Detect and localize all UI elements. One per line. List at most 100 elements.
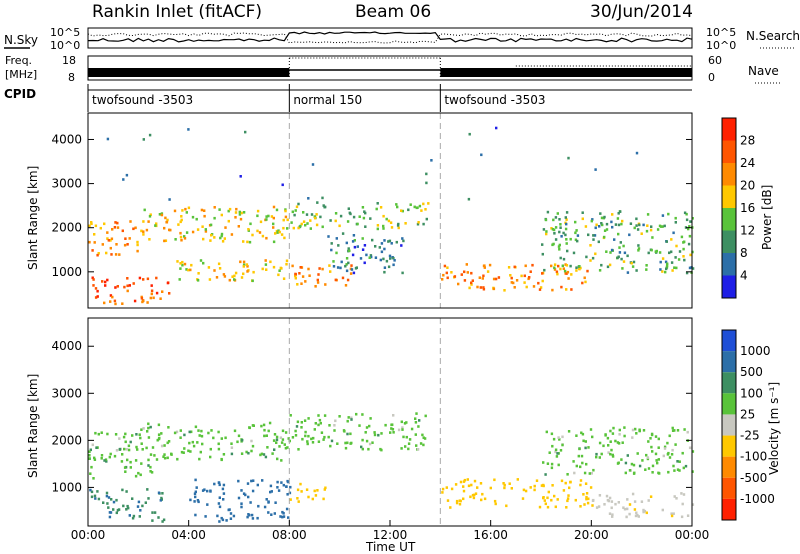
heatmap-cell [339, 214, 343, 218]
heatmap-cell [614, 223, 618, 226]
heatmap-cell [637, 249, 640, 252]
heatmap-cell [691, 503, 695, 506]
nave-line [288, 57, 692, 78]
heatmap-cell [479, 482, 483, 485]
heatmap-cell [178, 278, 181, 281]
heatmap-cell [642, 223, 645, 227]
heatmap-cell [579, 479, 583, 482]
heatmap-cell [310, 437, 313, 441]
heatmap-cell [379, 206, 383, 209]
heatmap-cell [294, 272, 297, 276]
heatmap-cell [349, 212, 352, 216]
heatmap-cell [145, 228, 149, 232]
heatmap-cell [187, 206, 191, 210]
heatmap-cell [691, 470, 694, 473]
heatmap-cell [189, 450, 192, 453]
heatmap-cell [88, 224, 91, 228]
heatmap-cell [347, 416, 350, 419]
heatmap-cell [222, 453, 226, 456]
heatmap-cell [462, 489, 466, 493]
heatmap-cell [392, 414, 395, 417]
heatmap-cell [150, 284, 153, 287]
heatmap-cell [300, 490, 303, 493]
heatmap-cell [671, 426, 674, 430]
date-label: 30/Jun/2014 [590, 2, 693, 22]
heatmap-cell [306, 442, 309, 446]
heatmap-cell [199, 259, 203, 262]
heatmap-cell [346, 432, 349, 436]
heatmap-cell [282, 226, 285, 230]
heatmap-cell [230, 446, 234, 449]
heatmap-cell [262, 423, 266, 427]
heatmap-cell [316, 489, 319, 492]
heatmap-cell [217, 502, 221, 505]
heatmap-cell [209, 239, 212, 242]
heatmap-cell [330, 242, 333, 245]
heatmap-cell [554, 448, 558, 452]
heatmap-cell [265, 236, 268, 240]
heatmap-cell [277, 489, 281, 492]
heatmap-cell [405, 435, 408, 439]
heatmap-cell [606, 498, 610, 502]
heatmap-cell [544, 218, 548, 222]
colorbar-tick-label: 8 [740, 246, 748, 260]
heatmap-cell [141, 300, 144, 304]
heatmap-cell [91, 249, 94, 252]
heatmap-cell [675, 266, 678, 270]
heatmap-cell [88, 240, 91, 244]
heatmap-cell [102, 501, 105, 504]
heatmap-cell [155, 458, 159, 461]
heatmap-cell [116, 221, 119, 225]
heatmap-cell [157, 491, 161, 495]
heatmap-cell [138, 515, 141, 518]
heatmap-cell [238, 213, 242, 216]
heatmap-cell [667, 470, 670, 474]
heatmap-cell [245, 450, 248, 454]
heatmap-cell [305, 488, 309, 491]
heatmap-cell [450, 487, 454, 491]
heatmap-cell [124, 440, 127, 444]
heatmap-cell [126, 504, 129, 508]
heatmap-cell [147, 422, 150, 426]
heatmap-cell [220, 457, 223, 461]
heatmap-cell [286, 493, 289, 496]
heatmap-cell [557, 245, 561, 248]
heatmap-cell [94, 287, 98, 290]
heatmap-cell [149, 465, 152, 469]
heatmap-cell [463, 270, 466, 274]
heatmap-cell [647, 251, 650, 255]
heatmap-cell [422, 443, 425, 447]
heatmap-cell [248, 240, 252, 244]
heatmap-cell [470, 281, 473, 285]
heatmap-cell [136, 240, 139, 244]
heatmap-cell [147, 426, 150, 430]
heatmap-cell [634, 514, 638, 518]
heatmap-cell [300, 426, 303, 429]
heatmap-cell [492, 277, 496, 281]
heatmap-cell [300, 222, 303, 226]
heatmap-cell [609, 440, 612, 443]
heatmap-cell [125, 173, 129, 177]
heatmap-cell [318, 267, 321, 270]
heatmap-cell [294, 434, 298, 437]
heatmap-cell [688, 266, 692, 270]
heatmap-cell [297, 202, 300, 206]
heatmap-cell [287, 437, 290, 440]
heatmap-cell [620, 257, 623, 261]
heatmap-cell [179, 267, 182, 270]
heatmap-cell [285, 485, 288, 488]
heatmap-cell [553, 263, 557, 266]
heatmap-cell [108, 455, 111, 459]
heatmap-cell [136, 249, 139, 253]
heatmap-cell [265, 218, 268, 221]
heatmap-cell [631, 428, 635, 432]
heatmap-cell [129, 220, 132, 223]
heatmap-cell [468, 132, 471, 136]
heatmap-cell [482, 274, 485, 278]
heatmap-cell [348, 249, 351, 253]
heatmap-cell [488, 263, 492, 267]
heatmap-cell [249, 222, 252, 226]
heatmap-cell [140, 297, 144, 300]
heatmap-cell [562, 231, 565, 235]
heatmap-cell [347, 207, 350, 210]
